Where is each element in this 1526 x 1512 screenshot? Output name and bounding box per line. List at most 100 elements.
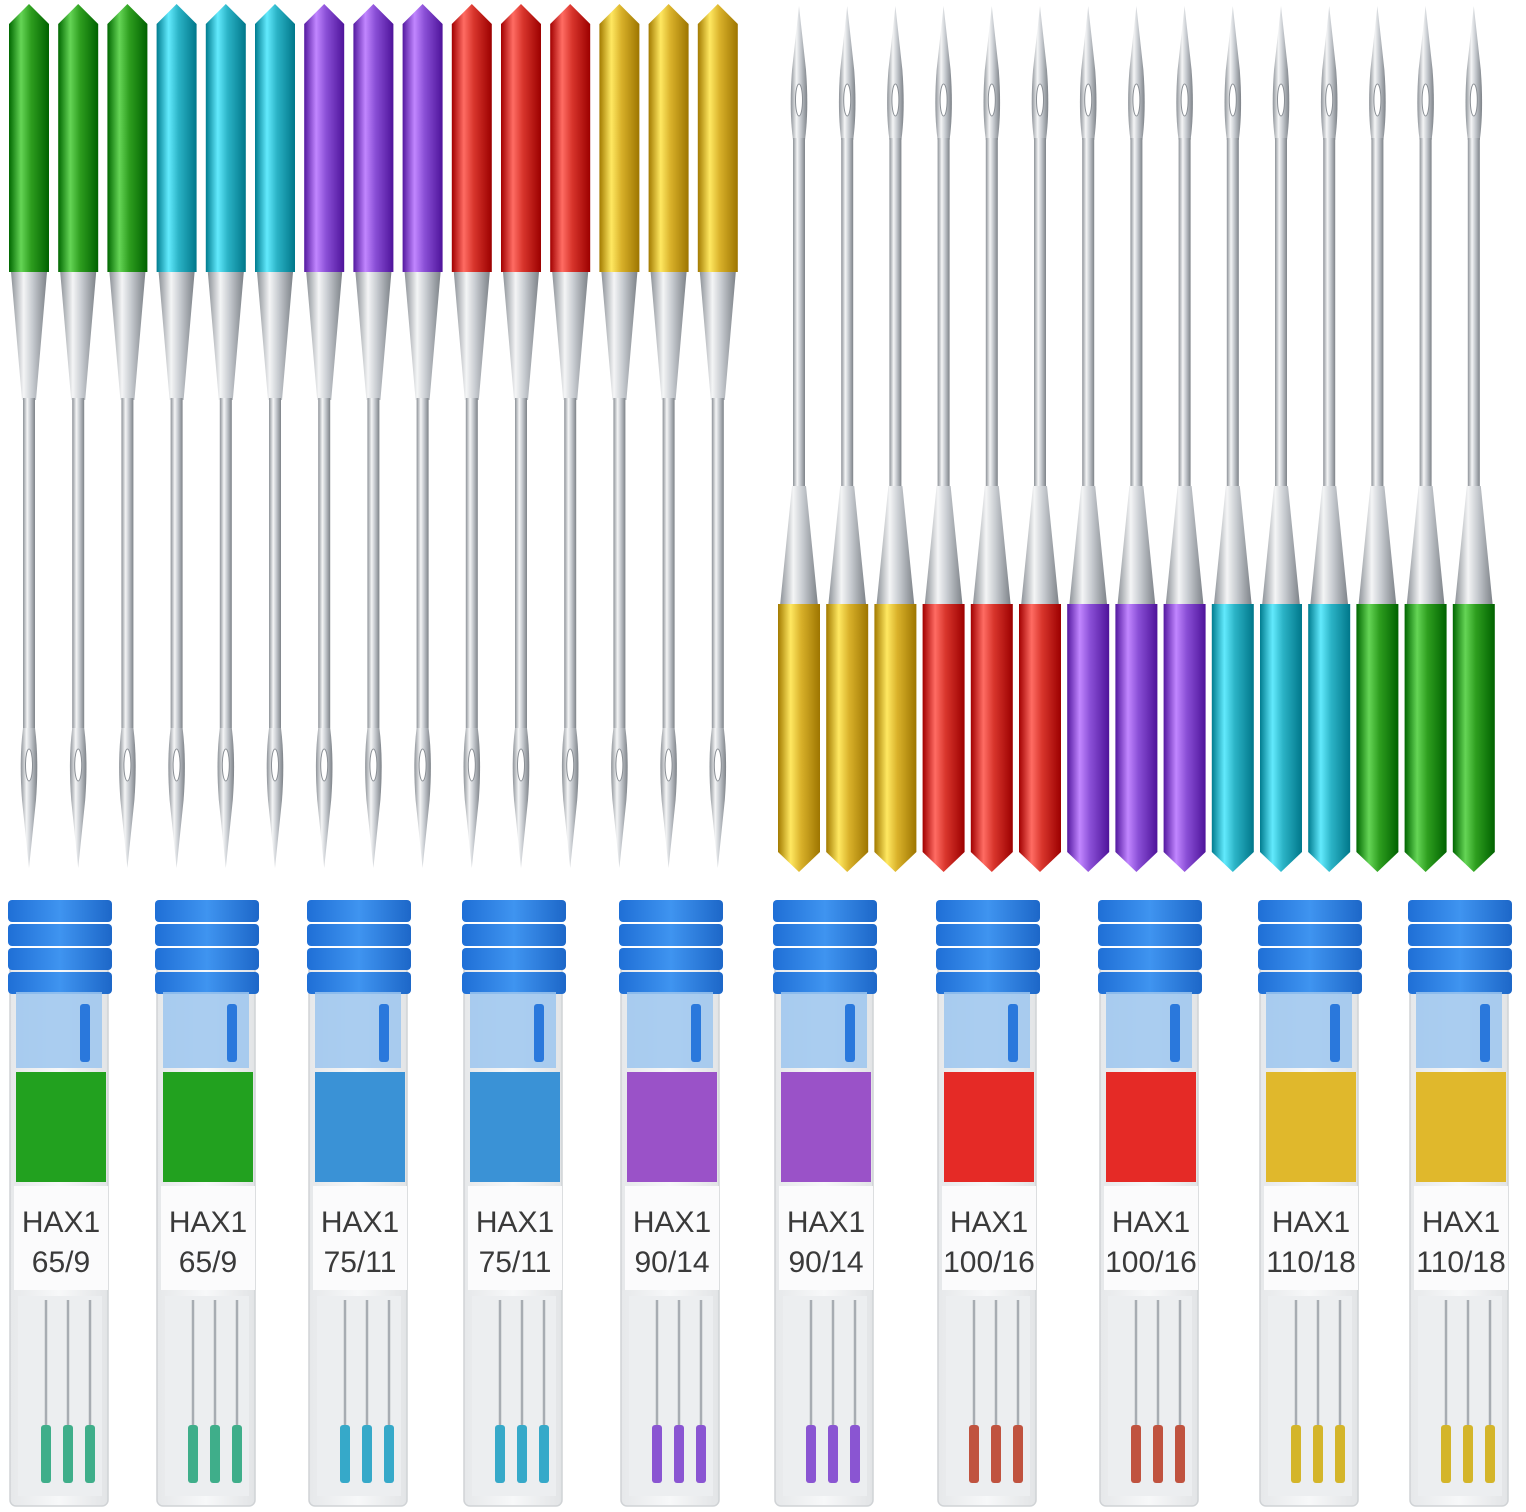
mini-needle-shank — [232, 1425, 242, 1483]
box-size-text: 90/14 — [788, 1246, 863, 1279]
box-cap-rib — [619, 948, 723, 970]
needle-teal — [255, 4, 295, 868]
mini-needle-shank — [969, 1425, 979, 1483]
mini-needle-shank — [495, 1425, 505, 1483]
mini-needle-shank — [384, 1425, 394, 1483]
needle-purple — [1067, 6, 1110, 872]
box-text-panel — [313, 1186, 407, 1290]
box-cap-rib — [155, 972, 259, 994]
needle-red — [550, 4, 591, 868]
mini-needle-shank — [1013, 1425, 1023, 1483]
box-model-text: HAX1 — [22, 1206, 100, 1239]
box-cap-rib — [773, 924, 877, 946]
mini-needle-shank — [210, 1425, 220, 1483]
box-cap-rib — [1098, 900, 1202, 922]
box-cap-rib — [155, 948, 259, 970]
box-cap-rib — [619, 972, 723, 994]
box-cap-rib — [936, 900, 1040, 922]
box-color-label — [944, 1072, 1034, 1182]
box-cap-rib — [1258, 948, 1362, 970]
box-cap-rib — [619, 924, 723, 946]
needle-gold — [599, 4, 640, 868]
needle-gold — [697, 4, 738, 868]
needle-box: HAX1 90/14 — [773, 900, 877, 1507]
needle-box: HAX1 75/11 — [307, 900, 411, 1507]
mini-needle-shank — [1175, 1425, 1185, 1483]
needle-box: HAX1 110/18 — [1258, 900, 1362, 1507]
box-cap-rib — [462, 900, 566, 922]
mini-needle-shank — [539, 1425, 549, 1483]
box-text-panel — [1104, 1186, 1198, 1290]
needle-red — [451, 4, 492, 868]
needle-green — [1356, 6, 1399, 872]
mini-needle-shank — [517, 1425, 527, 1483]
box-cap-rib — [773, 900, 877, 922]
box-cap-rib — [1258, 924, 1362, 946]
box-cap-rib — [1258, 900, 1362, 922]
mini-needle-shank — [1313, 1425, 1323, 1483]
box-color-label — [163, 1072, 253, 1182]
mini-needle-shank — [1441, 1425, 1451, 1483]
box-cap-rib — [462, 948, 566, 970]
box-color-label — [627, 1072, 717, 1182]
box-size-text: 110/18 — [1266, 1246, 1356, 1279]
needle-box: HAX1 65/9 — [155, 900, 259, 1507]
needle-red — [970, 6, 1013, 872]
box-text-panel — [14, 1186, 108, 1290]
needle-teal — [205, 4, 246, 868]
needle-box: HAX1 110/18 — [1408, 900, 1512, 1507]
box-size-text: 90/14 — [634, 1246, 709, 1279]
mini-needle-shank — [85, 1425, 95, 1483]
box-text-panel — [161, 1186, 255, 1290]
mini-needle-shank — [188, 1425, 198, 1483]
box-model-text: HAX1 — [950, 1206, 1028, 1239]
box-color-label — [1416, 1072, 1506, 1182]
box-clip-bar — [1480, 1004, 1490, 1062]
box-cap-rib — [462, 924, 566, 946]
box-clip-bar — [1008, 1004, 1018, 1062]
needle-purple — [1163, 6, 1206, 872]
box-model-text: HAX1 — [169, 1206, 247, 1239]
box-cap-rib — [307, 900, 411, 922]
box-model-text: HAX1 — [787, 1206, 865, 1239]
box-color-label — [1266, 1072, 1356, 1182]
mini-needle-shank — [340, 1425, 350, 1483]
mini-needle-shank — [850, 1425, 860, 1483]
needle-purple — [402, 4, 443, 868]
box-color-label — [315, 1072, 405, 1182]
needle-red — [501, 4, 541, 868]
box-cap-rib — [8, 924, 112, 946]
box-cap-rib — [936, 924, 1040, 946]
box-model-text: HAX1 — [476, 1206, 554, 1239]
box-clip-bar — [379, 1004, 389, 1062]
needle-red — [1019, 6, 1061, 872]
box-cap-rib — [1408, 924, 1512, 946]
box-size-text: 65/9 — [32, 1246, 90, 1279]
needle-green — [58, 4, 99, 868]
box-size-text: 65/9 — [179, 1246, 237, 1279]
box-model-text: HAX1 — [1112, 1206, 1190, 1239]
box-size-text: 110/18 — [1416, 1246, 1506, 1279]
needle-gold — [826, 6, 869, 872]
box-color-label — [1106, 1072, 1196, 1182]
needle-box: HAX1 75/11 — [462, 900, 566, 1507]
box-text-panel — [625, 1186, 719, 1290]
box-cap-rib — [773, 972, 877, 994]
box-cap-rib — [936, 948, 1040, 970]
box-size-text: 75/11 — [479, 1246, 552, 1279]
box-clip-bar — [227, 1004, 237, 1062]
mini-needle-shank — [674, 1425, 684, 1483]
needle-purple — [353, 4, 394, 868]
box-text-panel — [1414, 1186, 1508, 1290]
box-text-panel — [779, 1186, 873, 1290]
mini-needle-shank — [991, 1425, 1001, 1483]
top-left-needle-row — [9, 4, 738, 868]
box-color-label — [470, 1072, 560, 1182]
box-size-text: 100/16 — [943, 1246, 1035, 1279]
box-cap-rib — [1098, 948, 1202, 970]
box-cap-rib — [307, 948, 411, 970]
needle-purple — [1115, 6, 1158, 872]
box-cap-rib — [8, 900, 112, 922]
box-color-label — [781, 1072, 871, 1182]
